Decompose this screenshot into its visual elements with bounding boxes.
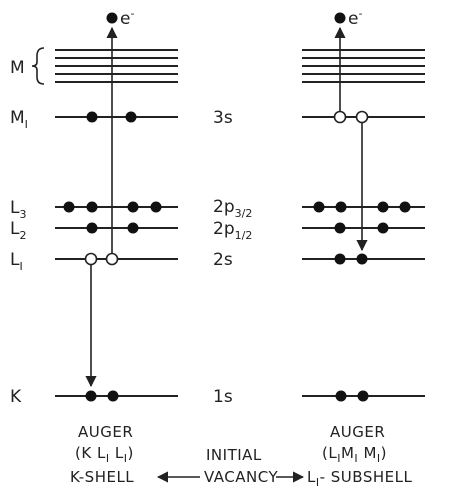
left-caption-title: AUGER <box>78 423 133 441</box>
right-l2-electron <box>334 222 346 234</box>
left-m1-electron <box>86 111 98 123</box>
right-l3-electron <box>335 201 347 213</box>
left-electron-label: e- <box>120 7 134 29</box>
right-caption-title: AUGER <box>330 423 385 441</box>
left-l3-electron <box>86 201 98 213</box>
right-l2-electron <box>377 222 389 234</box>
shell-label-m: M <box>10 58 25 78</box>
right-k-electron <box>357 390 369 402</box>
orbital-label-1s: 1s <box>213 387 233 407</box>
left-caption-transition: (K LI LI) <box>75 444 134 465</box>
right-m1-vacancy <box>355 110 369 124</box>
left-l1-vacancy <box>105 252 119 266</box>
right-l3-electron <box>377 201 389 213</box>
left-l3-electron <box>150 201 162 213</box>
left-m-shell-lines <box>55 49 178 83</box>
shell-label-k: K <box>10 387 22 407</box>
right-l1-electron <box>334 253 346 265</box>
left-l3-electron <box>127 201 139 213</box>
right-l1-electron <box>356 253 368 265</box>
left-l2-electron <box>127 222 139 234</box>
left-k-electron <box>85 390 97 402</box>
right-l3-electron <box>313 201 325 213</box>
shell-label-l2: L2 <box>10 219 26 242</box>
shell-label-l3: L3 <box>10 198 26 221</box>
right-caption-transition: (LIMI MI) <box>322 444 387 465</box>
orbital-label-3s: 3s <box>213 108 233 128</box>
m-shell-brace <box>31 47 45 85</box>
shell-label-m1: MI <box>10 108 28 131</box>
right-k-electron <box>335 390 347 402</box>
right-caption-shell: LI- SUBSHELL <box>307 468 412 489</box>
left-m1-electron <box>125 111 137 123</box>
orbital-label-2p12: 2p1/2 <box>213 219 252 242</box>
left-k-electron <box>107 390 119 402</box>
right-panel: e- <box>302 7 425 402</box>
left-caption-shell: K-SHELL <box>70 468 134 486</box>
orbital-label-2s: 2s <box>213 250 233 270</box>
right-electron-label: e- <box>348 7 362 29</box>
left-l2-electron <box>86 222 98 234</box>
right-emitted-electron <box>334 12 346 24</box>
left-panel: e- <box>31 7 178 402</box>
center-caption-initial: INITIAL <box>206 446 262 464</box>
left-l1-vacancy <box>84 252 98 266</box>
orbital-label-2p32: 2p3/2 <box>213 197 252 220</box>
center-caption-vacancy: VACANCY <box>204 468 278 486</box>
shell-label-l1: LI <box>10 250 23 273</box>
left-l3-electron <box>63 201 75 213</box>
right-m1-vacancy <box>333 110 347 124</box>
right-l3-electron <box>399 201 411 213</box>
left-emitted-electron <box>106 12 118 24</box>
right-m-shell-lines <box>302 49 425 83</box>
